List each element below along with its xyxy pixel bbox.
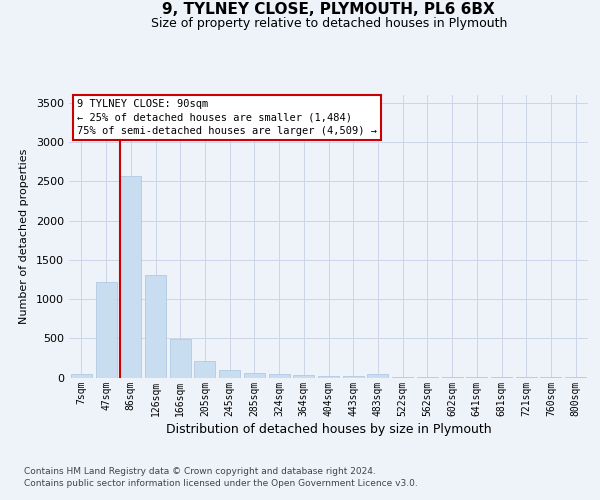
Text: Distribution of detached houses by size in Plymouth: Distribution of detached houses by size …	[166, 422, 491, 436]
Text: 9, TYLNEY CLOSE, PLYMOUTH, PL6 6BX: 9, TYLNEY CLOSE, PLYMOUTH, PL6 6BX	[163, 2, 495, 18]
Bar	[219, 370, 240, 378]
Bar	[244, 373, 265, 378]
Bar	[120, 176, 141, 378]
Bar	[95, 282, 116, 378]
Bar	[343, 376, 364, 378]
Text: 9 TYLNEY CLOSE: 90sqm
← 25% of detached houses are smaller (1,484)
75% of semi-d: 9 TYLNEY CLOSE: 90sqm ← 25% of detached …	[77, 99, 377, 136]
Text: Size of property relative to detached houses in Plymouth: Size of property relative to detached ho…	[151, 18, 507, 30]
Bar	[318, 376, 339, 378]
Y-axis label: Number of detached properties: Number of detached properties	[19, 148, 29, 324]
Text: Contains public sector information licensed under the Open Government Licence v3: Contains public sector information licen…	[24, 479, 418, 488]
Bar	[293, 375, 314, 378]
Bar	[269, 374, 290, 378]
Bar	[145, 274, 166, 378]
Text: Contains HM Land Registry data © Crown copyright and database right 2024.: Contains HM Land Registry data © Crown c…	[24, 468, 376, 476]
Bar	[194, 361, 215, 378]
Bar	[71, 374, 92, 378]
Bar	[170, 339, 191, 378]
Bar	[367, 374, 388, 378]
